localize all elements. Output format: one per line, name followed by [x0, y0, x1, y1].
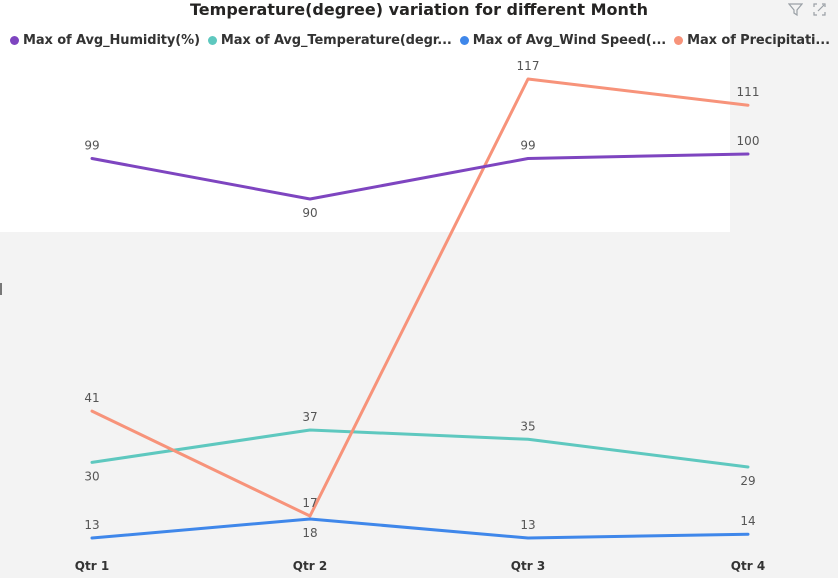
data-label: 14: [740, 514, 755, 528]
data-label: 90: [302, 206, 317, 220]
data-label: 37: [302, 410, 317, 424]
data-label: 18: [302, 526, 317, 540]
data-label: 13: [520, 518, 535, 532]
series-line-0[interactable]: [90, 152, 750, 201]
legend-item-temperature[interactable]: Max of Avg_Temperature(degr...: [207, 33, 452, 48]
chart-title: Temperature(degree) variation for differ…: [190, 0, 648, 19]
data-label: 100: [737, 134, 760, 148]
series-line-2[interactable]: [90, 517, 750, 540]
visual-header-icons: [786, 2, 828, 20]
legend-item-humidity[interactable]: Max of Avg_Humidity(%): [10, 33, 200, 48]
data-label: 111: [737, 85, 760, 99]
legend-item-precipitation[interactable]: Max of Precipitati...: [674, 33, 830, 48]
data-label: 41: [84, 391, 99, 405]
x-tick-label: Qtr 1: [75, 559, 109, 573]
x-tick-label: Qtr 4: [731, 559, 765, 573]
data-label: 13: [84, 518, 99, 532]
legend-label: Max of Precipitati...: [687, 33, 830, 48]
focus-mode-icon[interactable]: [810, 2, 828, 20]
legend-label: Max of Avg_Humidity(%): [23, 33, 200, 48]
legend-item-wind-speed[interactable]: Max of Avg_Wind Speed(...: [459, 33, 667, 48]
legend-dot: [459, 36, 469, 45]
legend-dot: [207, 36, 217, 45]
data-label: 30: [84, 469, 99, 483]
background-panel: [0, 0, 730, 232]
legend-dot: [674, 36, 684, 45]
x-tick-label: Qtr 2: [293, 559, 327, 573]
filter-icon[interactable]: [786, 2, 804, 20]
legend-dot: [10, 36, 19, 45]
data-label: 99: [520, 139, 535, 153]
data-label: 117: [517, 59, 540, 73]
data-label: 99: [84, 139, 99, 153]
data-label: 17: [302, 496, 317, 510]
data-label: 29: [740, 474, 755, 488]
x-tick-label: Qtr 3: [511, 559, 545, 573]
series-line-1[interactable]: [90, 428, 750, 469]
legend-label: Max of Avg_Temperature(degr...: [220, 33, 452, 48]
series-line-3[interactable]: [90, 77, 750, 518]
chart-legend: Max of Avg_Humidity(%) Max of Avg_Temper…: [10, 33, 830, 48]
legend-label: Max of Avg_Wind Speed(...: [472, 33, 667, 48]
data-label: 35: [520, 419, 535, 433]
scroll-marker: [0, 283, 2, 295]
